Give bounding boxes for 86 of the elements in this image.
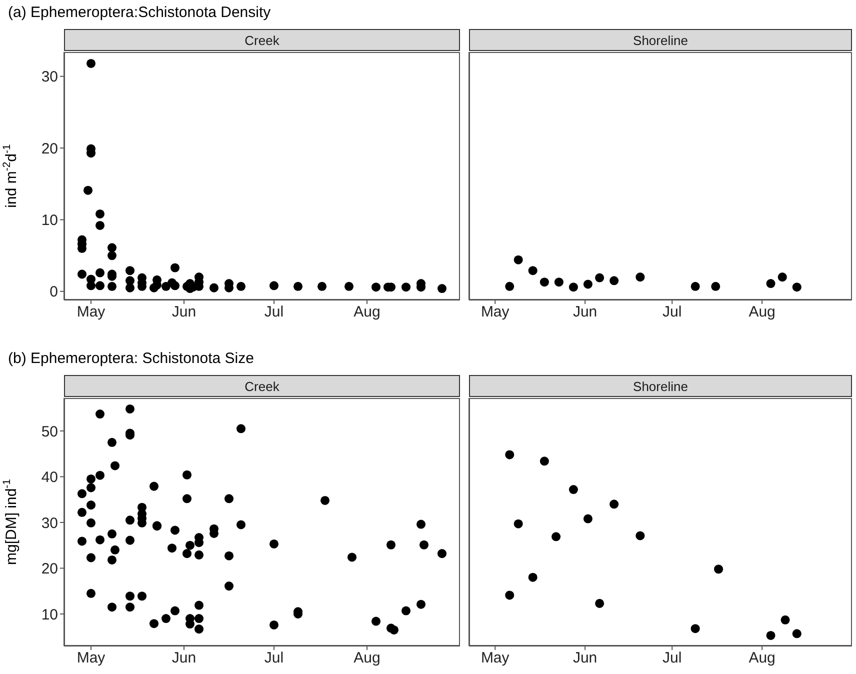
point — [514, 255, 523, 264]
point — [583, 514, 592, 524]
point — [583, 280, 592, 289]
x-tick-label: Jun — [572, 650, 598, 667]
x-tick-label: Jun — [172, 304, 196, 321]
point — [766, 279, 776, 288]
point — [95, 209, 105, 218]
point — [236, 282, 246, 291]
point — [505, 450, 514, 460]
point — [568, 282, 578, 292]
point — [107, 243, 117, 252]
point — [711, 282, 720, 291]
point — [610, 500, 619, 509]
x-tick-label: Aug — [354, 650, 380, 667]
point — [505, 282, 514, 291]
x-tick-label: Jul — [264, 304, 284, 321]
point — [636, 272, 645, 282]
point — [86, 58, 96, 68]
x-tick-label: May — [480, 650, 510, 667]
point — [437, 284, 447, 294]
chart-subtitle: Creek — [64, 29, 460, 51]
y-tick-label: 20 — [41, 560, 58, 578]
point — [371, 282, 381, 292]
point — [595, 598, 604, 608]
x-tick-label: Jun — [572, 304, 598, 321]
point — [780, 615, 790, 624]
point — [125, 266, 135, 276]
point — [595, 273, 604, 282]
point — [344, 282, 354, 291]
x-tick-label: May — [76, 304, 106, 321]
point — [636, 531, 645, 540]
point — [170, 263, 180, 272]
point — [317, 282, 327, 291]
point — [540, 456, 549, 466]
point — [514, 519, 523, 528]
x-tick-label: Aug — [748, 650, 776, 667]
chart-subtitle: Shoreline — [469, 375, 852, 397]
point — [77, 270, 87, 279]
point — [528, 266, 538, 276]
point — [792, 282, 802, 292]
chart-subtitle: Shoreline — [469, 29, 852, 51]
point — [528, 572, 538, 582]
point — [107, 251, 117, 260]
point — [83, 186, 93, 195]
point — [552, 532, 561, 542]
y-tick-label: 20 — [41, 140, 58, 158]
point — [540, 278, 549, 287]
point — [792, 629, 802, 638]
y-tick-label: 10 — [41, 212, 58, 230]
chart-title: (a) Ephemeroptera:Schistonota Density — [8, 4, 271, 21]
y-tick-label: 30 — [41, 68, 58, 86]
x-tick-label: Aug — [748, 304, 776, 321]
point — [95, 281, 105, 290]
point — [778, 272, 787, 282]
x-tick-label: Jul — [662, 650, 682, 667]
point — [125, 283, 135, 292]
point — [269, 281, 279, 290]
point — [766, 630, 776, 640]
point — [293, 282, 303, 291]
chart-subtitle: Creek — [64, 375, 460, 397]
chart-title: (b) Ephemeroptera: Schistonota Size — [8, 350, 254, 367]
x-tick-label: May — [480, 304, 510, 321]
point — [554, 278, 564, 287]
point — [107, 282, 117, 291]
x-tick-label: Aug — [354, 304, 380, 321]
y-tick-label: 40 — [41, 469, 58, 486]
point — [690, 624, 700, 634]
y-tick-label: 30 — [41, 514, 58, 532]
point — [95, 268, 105, 278]
x-tick-label: Jun — [172, 650, 196, 667]
point — [86, 281, 96, 290]
y-tick-label: 50 — [41, 423, 58, 440]
point — [170, 281, 180, 290]
y-tick-label: 10 — [41, 606, 58, 624]
x-tick-label: May — [76, 650, 106, 667]
point — [690, 282, 700, 291]
point — [505, 590, 514, 600]
point — [610, 276, 619, 286]
point — [209, 283, 219, 292]
x-tick-label: Jul — [264, 650, 284, 667]
point — [401, 282, 411, 292]
x-tick-label: Jul — [662, 304, 682, 321]
point — [568, 485, 578, 494]
point — [714, 564, 724, 574]
point — [95, 220, 105, 230]
y-tick-label: 0 — [50, 284, 58, 301]
